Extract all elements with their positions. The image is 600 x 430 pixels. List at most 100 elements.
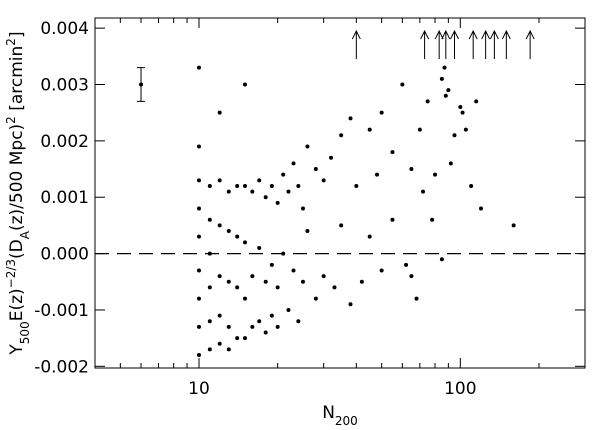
point: [196, 206, 201, 211]
upper-limit-arrow: [351, 29, 361, 60]
point: [243, 82, 248, 87]
point: [474, 99, 479, 104]
point: [339, 133, 344, 138]
y-label-part: 2: [4, 38, 18, 46]
y-label-part: (z)/500 Mpc): [7, 124, 27, 231]
point: [354, 183, 359, 188]
point: [269, 313, 274, 318]
point: [442, 65, 447, 70]
y-tick-label: -0.001: [34, 301, 89, 321]
point: [291, 268, 296, 273]
point: [235, 285, 240, 290]
point: [196, 353, 201, 358]
point: [479, 206, 484, 211]
upper-limit-arrow: [450, 29, 459, 60]
point: [196, 144, 201, 149]
point: [414, 296, 419, 301]
point: [379, 110, 384, 115]
point: [430, 217, 435, 222]
point: [226, 347, 231, 352]
point: [207, 183, 212, 188]
point: [243, 336, 248, 341]
point: [417, 127, 422, 132]
point: [217, 274, 222, 279]
point: [250, 324, 255, 329]
point: [443, 93, 448, 98]
point: [275, 200, 280, 205]
point: [305, 229, 310, 234]
y-tick-label: 0.002: [40, 132, 89, 152]
x-axis-label: N200: [322, 403, 358, 428]
point: [511, 223, 516, 228]
point: [196, 234, 201, 239]
point: [207, 217, 212, 222]
point: [243, 296, 248, 301]
point: [439, 76, 444, 81]
point: [300, 206, 305, 211]
point: [425, 99, 430, 104]
upper-limit-arrow: [468, 29, 478, 60]
upper-limit-arrow: [481, 29, 491, 60]
y-label-part: E(z): [7, 288, 27, 321]
point: [463, 127, 468, 132]
point: [339, 223, 344, 228]
point: [300, 279, 305, 284]
point: [275, 324, 280, 329]
point: [400, 82, 405, 87]
point: [243, 183, 248, 188]
upper-limit-arrow: [420, 29, 430, 60]
point: [217, 313, 222, 318]
point: [196, 296, 201, 301]
point: [421, 189, 426, 194]
point: [226, 229, 231, 234]
point: [217, 341, 222, 346]
point: [409, 167, 414, 172]
point: [432, 172, 437, 177]
point: [448, 161, 453, 166]
point: [196, 178, 201, 183]
point: [390, 150, 395, 155]
point: [250, 189, 255, 194]
point: [250, 274, 255, 279]
point: [263, 195, 268, 200]
point: [243, 240, 248, 245]
y-axis-label: Y500E(z)−2/3(DA(z)/500 Mpc)2 [arcmin2]: [4, 31, 32, 355]
plot-frame: [94, 17, 586, 369]
point: [439, 257, 444, 262]
point: [196, 268, 201, 273]
point: [263, 279, 268, 284]
point: [446, 88, 451, 93]
upper-limit-arrow: [489, 29, 499, 60]
point: [375, 172, 380, 177]
y-label-part: ]: [7, 31, 27, 38]
x-tick-label: 10: [188, 379, 210, 399]
point: [217, 110, 222, 115]
point: [313, 167, 318, 172]
y-tick-label: 0.004: [40, 19, 89, 39]
point: [469, 183, 474, 188]
y-tick-label: 0.003: [40, 76, 89, 96]
point: [257, 178, 262, 183]
upper-limit-arrow: [501, 29, 511, 60]
point: [226, 189, 231, 194]
y-label-part: −2/3: [4, 259, 18, 288]
point: [321, 274, 326, 279]
point: [296, 183, 301, 188]
upper-limit-arrow: [441, 29, 451, 60]
point: [452, 133, 457, 138]
point: [207, 285, 212, 290]
point: [235, 183, 240, 188]
point: [367, 127, 372, 132]
x-label-part: N: [322, 403, 335, 423]
point: [269, 183, 274, 188]
y-label-part: Y: [7, 344, 27, 356]
point: [359, 279, 364, 284]
point: [281, 172, 286, 177]
point: [291, 161, 296, 166]
point: [207, 251, 212, 256]
point: [281, 251, 286, 256]
point: [321, 178, 326, 183]
point: [275, 285, 280, 290]
y-label-part: [arcmin: [7, 46, 27, 116]
